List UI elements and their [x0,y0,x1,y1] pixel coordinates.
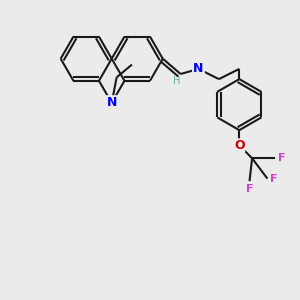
Text: H: H [173,76,180,86]
Text: N: N [193,62,204,75]
Text: N: N [106,96,117,110]
Text: O: O [234,139,244,152]
Text: F: F [270,174,278,184]
Text: F: F [246,184,253,194]
Text: F: F [278,153,286,163]
